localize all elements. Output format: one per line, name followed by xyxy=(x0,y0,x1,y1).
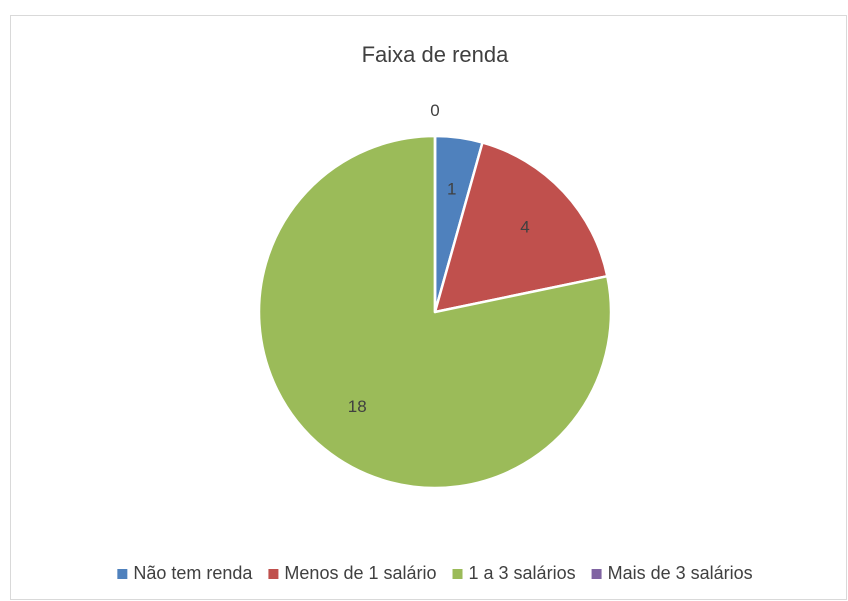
legend-label: 1 a 3 salários xyxy=(469,563,576,583)
data-label: 18 xyxy=(348,397,367,416)
pie-slice xyxy=(433,141,609,314)
legend-swatch xyxy=(117,569,128,579)
chart-title: Faixa de renda xyxy=(362,42,510,67)
legend-label: Não tem renda xyxy=(133,563,253,583)
data-label: 4 xyxy=(520,217,529,236)
legend-label: Menos de 1 salário xyxy=(284,563,436,583)
data-label: 0 xyxy=(430,101,439,120)
legend-swatch xyxy=(268,569,279,579)
data-label: 1 xyxy=(447,179,456,198)
legend-swatch xyxy=(452,569,463,579)
legend-swatch xyxy=(591,569,602,579)
legend-label: Mais de 3 salários xyxy=(608,563,753,583)
